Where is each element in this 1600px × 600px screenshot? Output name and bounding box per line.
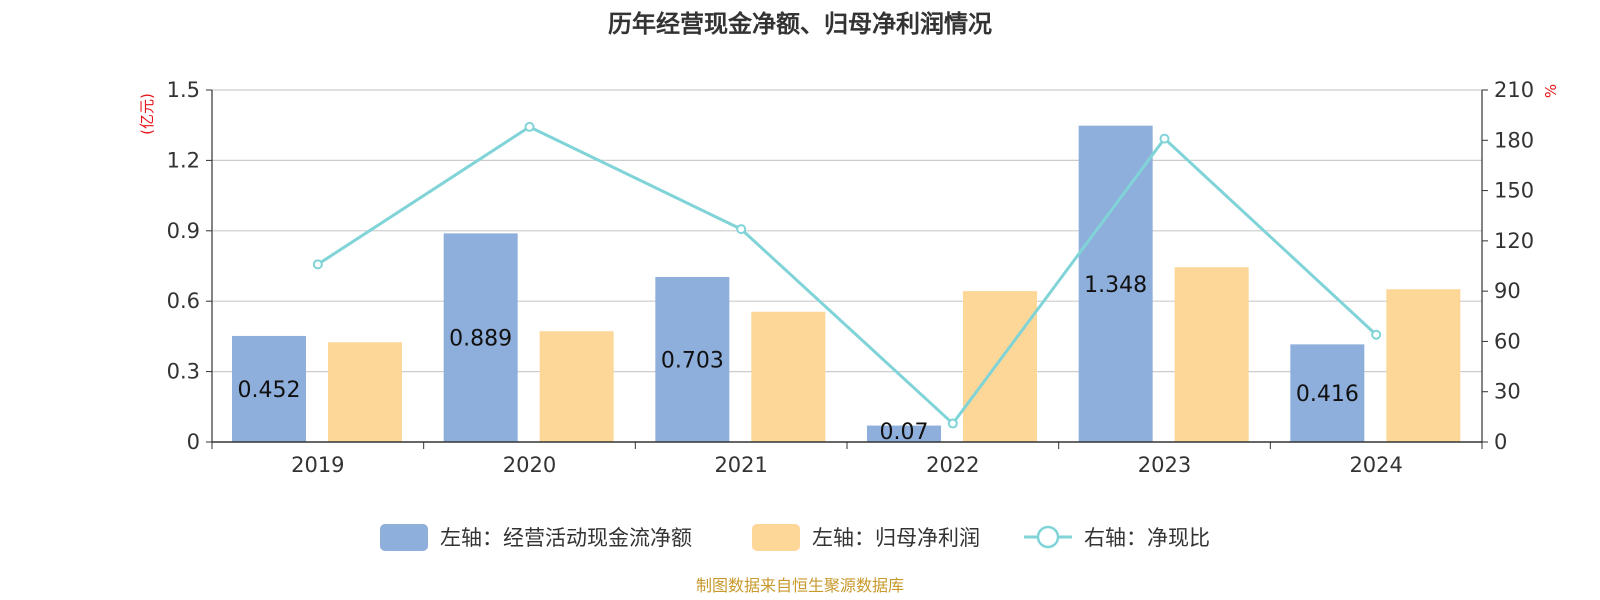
- x-tick-label: 2023: [1138, 453, 1191, 477]
- right-tick-label: 60: [1494, 329, 1521, 353]
- legend-swatch: [380, 524, 428, 551]
- right-tick-label: 0: [1494, 430, 1507, 454]
- cash-flow-bar-label: 0.889: [449, 327, 512, 352]
- x-tick-label: 2022: [926, 453, 979, 477]
- right-axis-ticks: 0 30 60 90 120 150 180 210: [1482, 78, 1534, 454]
- ratio-point: [524, 121, 535, 132]
- right-tick-label: 120: [1494, 229, 1534, 253]
- legend-item-ratio[interactable]: 右轴：净现比: [1024, 525, 1210, 550]
- net-profit-bar: [963, 291, 1037, 442]
- legend-label: 右轴：净现比: [1084, 526, 1210, 550]
- cash-flow-bar-label: 0.07: [880, 420, 929, 445]
- right-tick-label: 30: [1494, 380, 1521, 404]
- chart-title: 历年经营现金净额、归母净利润情况: [608, 10, 992, 38]
- x-tick-label: 2019: [291, 453, 344, 477]
- cash-flow-bar: [232, 335, 306, 442]
- right-tick-label: 180: [1494, 128, 1534, 152]
- cash-flow-bar: [867, 425, 941, 442]
- ratio-point: [947, 418, 958, 429]
- cash-flow-bar-label: 1.348: [1084, 273, 1147, 298]
- ratio-point: [312, 259, 323, 270]
- legend-label: 左轴：经营活动现金流净额: [440, 526, 692, 550]
- cash-flow-bar: [1290, 344, 1365, 442]
- cash-flow-bar: [443, 233, 518, 442]
- cash-flow-bar-label: 0.703: [661, 349, 724, 374]
- ratio-point: [736, 224, 747, 235]
- cash-flow-bar-label: 0.452: [238, 378, 301, 403]
- legend-swatch: [752, 524, 800, 551]
- bars: 0.452 0.889 0.703 0.07 1.348 0.416: [232, 125, 1461, 445]
- cash-flow-bar: [1078, 125, 1153, 442]
- ratio-line-series: [312, 121, 1382, 429]
- data-source-note: 制图数据来自恒生聚源数据库: [696, 576, 904, 595]
- net-profit-bar: [539, 331, 614, 442]
- left-tick-label: 0: [187, 430, 200, 454]
- legend-label: 左轴：归母净利润: [812, 526, 980, 550]
- right-axis-unit: %: [1542, 84, 1560, 98]
- left-tick-label: 0.6: [167, 289, 200, 313]
- net-profit-bar: [751, 311, 826, 442]
- cash-flow-bar-label: 0.416: [1296, 382, 1359, 407]
- legend-marker: [1036, 525, 1060, 549]
- legend-item-net-profit[interactable]: 左轴：归母净利润: [752, 524, 980, 551]
- left-tick-label: 1.5: [167, 78, 200, 102]
- cash-flow-bar: [655, 277, 730, 442]
- left-axis-ticks: 0 0.3 0.6 0.9 1.2 1.5: [167, 78, 212, 454]
- left-tick-label: 0.3: [167, 360, 200, 384]
- ratio-point: [1371, 329, 1382, 340]
- net-profit-bar: [1174, 267, 1249, 442]
- ratio-point: [1159, 133, 1170, 144]
- grid-lines: [212, 89, 1482, 373]
- x-tick-label: 2024: [1349, 453, 1402, 477]
- legend[interactable]: 左轴：经营活动现金流净额 左轴：归母净利润 右轴：净现比: [380, 524, 1210, 551]
- legend-item-cash-flow[interactable]: 左轴：经营活动现金流净额: [380, 524, 692, 551]
- net-profit-bar: [1386, 289, 1461, 442]
- x-tick-label: 2020: [503, 453, 556, 477]
- net-profit-bar: [328, 342, 402, 442]
- right-tick-label: 150: [1494, 179, 1534, 203]
- x-axis-ticks: 2019 2020 2021 2022 2023 2024: [211, 442, 1483, 477]
- left-tick-label: 1.2: [167, 148, 200, 172]
- right-tick-label: 90: [1494, 279, 1521, 303]
- x-tick-label: 2021: [714, 453, 767, 477]
- left-tick-label: 0.9: [167, 219, 200, 243]
- ratio-line: [317, 125, 1378, 426]
- left-axis-unit: (亿元): [138, 93, 156, 135]
- right-tick-label: 210: [1494, 78, 1534, 102]
